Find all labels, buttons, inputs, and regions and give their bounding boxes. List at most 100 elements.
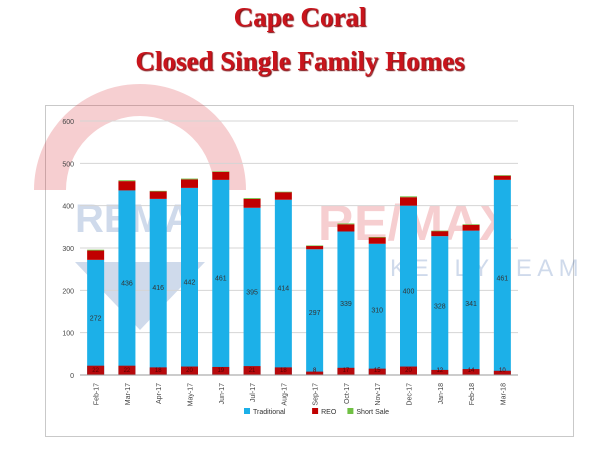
- bar-reo: [118, 181, 136, 191]
- bar-short-sale: [87, 249, 105, 251]
- bar-reo-base: [462, 369, 480, 375]
- data-label-traditional: 461: [497, 275, 509, 282]
- x-tick-label: May-17: [188, 383, 195, 406]
- balloon-logo-arc: [34, 84, 246, 191]
- y-tick-label: 600: [62, 119, 74, 126]
- bar-reo-base: [400, 366, 417, 375]
- y-tick-label: 300: [62, 246, 74, 253]
- legend-label: Short Sale: [356, 409, 389, 416]
- data-label-traditional: 297: [309, 310, 321, 317]
- data-label-traditional: 395: [246, 289, 258, 296]
- data-label-traditional: 272: [90, 315, 102, 322]
- data-label-reo: 20: [405, 368, 412, 374]
- bar-short-sale: [212, 171, 230, 172]
- watermark-team: K E L L Y T E A M: [390, 255, 579, 282]
- data-label-reo: 18: [280, 368, 287, 374]
- bar-reo: [274, 192, 292, 200]
- bar-traditional: [181, 187, 198, 375]
- data-label-traditional: 416: [152, 285, 164, 292]
- bar-reo-base: [431, 369, 449, 375]
- y-tick-label: 400: [62, 204, 74, 211]
- bar-short-sale: [181, 178, 198, 180]
- legend-swatch: [244, 408, 250, 414]
- x-tick-label: Mar-18: [500, 383, 507, 405]
- bar-traditional: [149, 198, 167, 375]
- y-tick-label: 500: [62, 161, 74, 168]
- data-label-reo: 21: [249, 368, 256, 374]
- bar-reo-base: [149, 367, 167, 375]
- bar-traditional: [493, 179, 511, 375]
- y-tick-label: 100: [62, 331, 74, 338]
- data-label-reo: 10: [499, 368, 506, 374]
- bar-short-sale: [337, 223, 355, 225]
- bar-short-sale: [493, 175, 511, 176]
- data-label-traditional: 310: [371, 307, 383, 314]
- bar-reo-base: [87, 365, 105, 375]
- x-tick-label: Mar-17: [125, 383, 132, 405]
- data-label-traditional: 341: [465, 301, 477, 308]
- bar-short-sale: [149, 190, 167, 192]
- bar-reo: [306, 245, 324, 250]
- bar-short-sale: [306, 245, 324, 247]
- bar-reo-base: [118, 365, 136, 375]
- data-label-reo: 22: [124, 368, 131, 374]
- x-tick-label: Jan-18: [438, 383, 445, 405]
- x-tick-label: Dec-17: [407, 383, 414, 406]
- x-tick-label: Apr-17: [156, 383, 163, 404]
- bar-reo: [212, 171, 230, 180]
- balloon-logo-basket: [75, 262, 205, 330]
- bar-traditional: [87, 259, 105, 375]
- x-tick-label: Jun-17: [219, 383, 226, 405]
- x-tick-label: Feb-17: [94, 383, 101, 405]
- bar-short-sale: [400, 196, 417, 198]
- bar-short-sale: [118, 180, 136, 182]
- bar-traditional: [431, 236, 449, 375]
- data-label-reo: 12: [436, 368, 443, 374]
- y-tick-label: 0: [70, 373, 74, 380]
- data-label-reo: 15: [374, 368, 381, 374]
- legend-swatch: [347, 408, 354, 414]
- legend-label: Traditional: [253, 409, 286, 416]
- data-label-reo: 8: [313, 368, 317, 374]
- bar-reo-base: [274, 367, 292, 375]
- data-label-traditional: 339: [340, 301, 352, 308]
- chart-title-line-2: Closed Single Family Homes: [135, 46, 465, 76]
- data-label-reo: 18: [155, 368, 162, 374]
- bar-reo-base: [181, 366, 198, 375]
- x-tick-label: Aug-17: [281, 383, 288, 406]
- data-label-traditional: 436: [121, 281, 133, 288]
- y-tick-label: 200: [62, 288, 74, 295]
- bar-traditional: [118, 190, 136, 375]
- bar-traditional: [212, 179, 230, 375]
- bar-reo-base: [212, 366, 230, 375]
- x-tick-label: Oct-17: [344, 383, 351, 404]
- bar-short-sale: [431, 230, 449, 232]
- bar-traditional: [368, 243, 386, 375]
- bar-short-sale: [462, 224, 480, 225]
- bar-traditional: [337, 231, 355, 375]
- data-label-traditional: 400: [403, 288, 415, 295]
- x-tick-label: Feb-18: [469, 383, 476, 405]
- bar-traditional: [243, 207, 261, 375]
- bar-reo: [181, 179, 198, 188]
- data-label-traditional: 414: [278, 285, 290, 292]
- bar-reo-base: [493, 370, 511, 375]
- bar-reo-base: [243, 366, 261, 375]
- data-label-traditional: 328: [434, 304, 446, 311]
- bar-reo: [493, 175, 511, 180]
- x-tick-label: Jul-17: [250, 383, 257, 402]
- bar-reo-base: [306, 371, 324, 375]
- data-label-reo: 22: [92, 368, 99, 374]
- bar-reo: [431, 231, 449, 237]
- bar-short-sale: [274, 191, 292, 193]
- data-label-traditional: 442: [184, 279, 196, 286]
- bar-reo: [243, 198, 261, 208]
- bar-reo: [368, 237, 386, 244]
- x-tick-label: Sep-17: [313, 383, 320, 406]
- bar-reo: [149, 191, 167, 199]
- bar-traditional: [462, 230, 480, 375]
- bar-traditional: [400, 205, 417, 375]
- bar-reo-base: [368, 368, 386, 375]
- bar-short-sale: [243, 198, 261, 199]
